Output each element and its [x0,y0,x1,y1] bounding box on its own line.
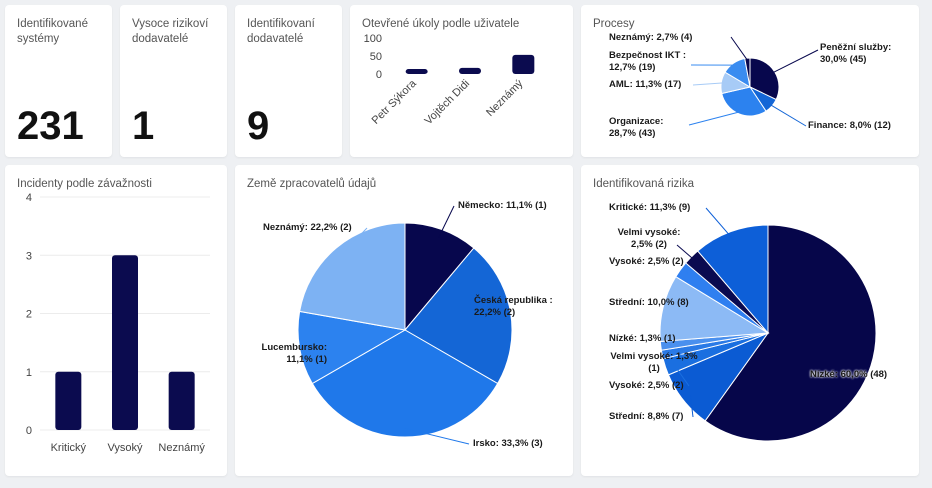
card-title: Identifikovaní dodavatelé [247,18,315,45]
card-title: Incidenty podle závažnosti [17,178,152,190]
leader-line [438,205,455,238]
x-tick-label: Neznámý [158,442,205,454]
pie-label: Organizace: 28,7% (43) [609,116,664,139]
kpi-value: 1 [132,104,155,148]
bar [512,54,535,74]
leader-line [772,49,819,74]
leader-line [685,261,689,275]
bar [168,371,195,430]
kpi-value: 9 [247,104,270,148]
pie-label: Vysoké: 2,5% (2) [609,256,684,267]
leader-line [673,363,690,387]
pie-label: Velmi vysoké: 1,3% (1) [610,351,698,374]
y-tick-label: 50 [370,51,382,63]
card: Incidenty podle závažnosti 0 1 2 3 4 Kritický V… [5,165,227,476]
card: Identifikovaní dodavatelé 9 [235,5,342,157]
pie-label: Finance: 8,0% (12) [808,120,891,131]
x-tick-label: Vysoký [107,442,143,454]
kpi-value: 231 [17,104,84,148]
x-tick-label: Petr Sýkora [370,77,420,127]
card: Otevřené úkoly podle uživatele 0 50 100 Petr… [350,5,573,157]
card-title: Identifikovaná rizika [593,178,694,190]
leader-line [404,427,470,445]
y-tick-label: 1 [26,367,32,379]
leader-line [730,36,748,61]
chart [688,36,819,127]
leader-line [671,302,692,311]
pie-label: Velmi vysoké: 2,5% (2) [617,227,681,250]
card: Identifikovaná rizika Nízké: 60,0% (48) St… [581,165,919,476]
y-tick-label: 100 [364,33,382,45]
x-tick-label: Kritický [51,442,87,454]
card-title: Identifikované systémy [17,18,88,45]
bar [405,68,428,74]
pie-label: Střední: 10,0% (8) [609,297,689,308]
pie-slice [299,222,406,331]
leader-line [689,394,694,418]
pie-slice [404,247,513,385]
pie-label: Peněžní služby: 30,0% (45) [820,42,892,65]
card: Identifikované systémy 231 [5,5,112,157]
pie-label: Bezpečnost IKT : 12,7% (19) [609,50,687,73]
bar [112,255,138,430]
card-title: Procesy [593,18,635,30]
leader-line [676,244,698,264]
leader-line [670,352,692,358]
pie-label: Lucembursko: 11,1% (1) [261,342,327,365]
pie-label: Neznámý: 22,2% (2) [263,222,352,233]
pie-label: Německo: 11,1% (1) [458,200,547,211]
card: Země zpracovatelů údajů Německo: 11,1% (1… [235,165,573,476]
pie-label: Nízké: 60,0% (48) [810,369,888,380]
pie-slice [704,224,877,442]
card-title: Otevřené úkoly podle uživatele [362,18,520,30]
pie-slice [721,86,767,117]
chart [659,207,877,442]
pie-label: Česká republika : 22,2% (2) [474,295,553,318]
chart: 0 50 100 Petr Sýkora Vojtěch Didi Neznámý [364,33,535,128]
leader-line [705,207,734,241]
x-tick-label: Neznámý [484,77,526,119]
card-title: Země zpracovatelů údajů [247,178,377,190]
x-tick-label: Vojtěch Didi [423,78,473,128]
y-tick-label: 4 [26,192,32,204]
chart: 0 1 2 3 4 Kritický Vysoký Neznámý [26,192,210,454]
pie-slice [697,224,769,335]
pie-slice [744,57,751,88]
y-tick-label: 0 [26,425,32,437]
pie-label: Neznámý: 2,7% (4) [609,32,693,43]
bar [459,67,481,74]
chart [297,205,513,445]
leader-line [769,104,807,127]
pie-slice [404,222,475,332]
card-title: Vysoce rizikoví dodavatelé [132,18,209,45]
y-tick-label: 3 [26,250,32,262]
pie-label: Kritické: 11,3% (9) [609,202,691,213]
pie-label: AML: 11,3% (17) [609,79,682,90]
leader-line [341,227,368,255]
pie-label: Střední: 8,8% (7) [609,411,684,422]
pie-label: Irsko: 33,3% (3) [473,438,543,449]
pie-slice [297,310,407,385]
bar [55,371,82,430]
card: Vysoce rizikoví dodavatelé 1 [120,5,227,157]
leader-line [688,111,741,126]
y-tick-label: 2 [26,309,32,321]
pie-label: Nízké: 1,3% (1) [609,333,676,344]
pie-label: Vysoké: 2,5% (2) [609,380,684,391]
y-tick-label: 0 [376,69,382,81]
card: Procesy Peněžní služby: 30,0% (45) Finance… [581,5,919,157]
leader-line [692,82,724,86]
